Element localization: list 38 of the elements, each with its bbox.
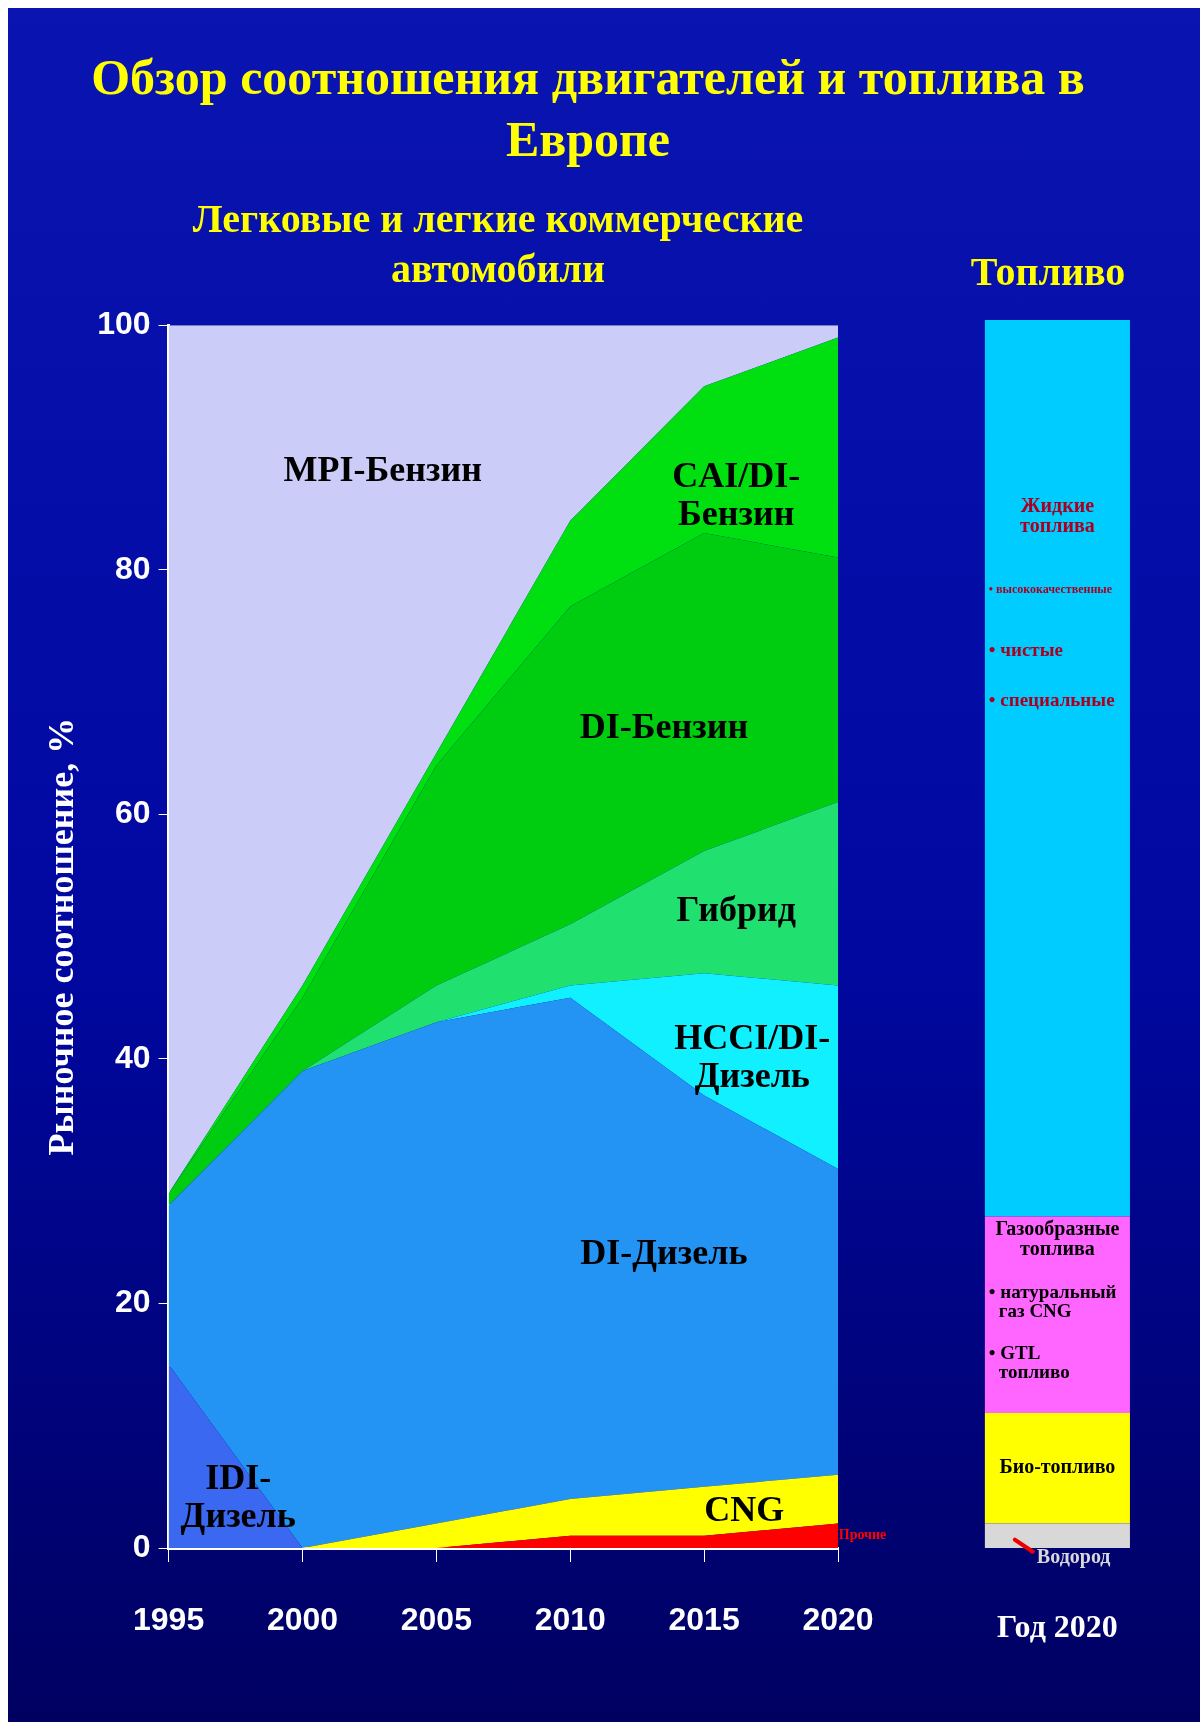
y-tick-label: 80 [115, 549, 151, 586]
series-label: IDI-Дизель [180, 1457, 296, 1536]
y-tick-label: 60 [115, 794, 151, 831]
x-tick-label: 2015 [668, 1601, 740, 1638]
x-tick-label: 2010 [534, 1601, 606, 1638]
bar [984, 1523, 1130, 1548]
series-label: Газообразные топлива [995, 1217, 1120, 1260]
annotation: • натуральный газ CNG [988, 1280, 1117, 1321]
y-tick-label: 20 [115, 1283, 151, 1320]
y-tick-label: 40 [115, 1038, 151, 1075]
series-label: MPI-Бензин [283, 449, 483, 490]
annotation: • чистые [988, 639, 1063, 661]
x-tick-label: Год 2020 [997, 1608, 1118, 1645]
series-label: CNG [704, 1488, 785, 1529]
series-label: Жидкие топлива [1020, 494, 1095, 537]
x-tick-label: 2000 [266, 1601, 339, 1638]
annotation: • GTL топливо [988, 1342, 1070, 1383]
chart-title: Обзор соотношения двигателей и топлива в Европе [90, 48, 1086, 169]
series-label: CAI/DI-Бензин [672, 454, 801, 533]
series-label: Водород [1036, 1544, 1111, 1568]
series-label: DI-Дизель [580, 1231, 748, 1272]
series-label: HCCI/DI-Дизель [674, 1017, 831, 1096]
x-tick-label: 2020 [802, 1601, 874, 1638]
y-axis-title: Рыночное соотношение, % [40, 717, 81, 1156]
chart-subtitle: Легковые и легкие коммерческие автомобили [191, 195, 805, 293]
series-label: DI-Бензин [579, 706, 749, 747]
chart-title: Топливо [969, 248, 1127, 295]
x-tick-label: 1995 [133, 1601, 205, 1638]
series-label: Прочие [838, 1527, 887, 1543]
annotation: • высококачественные [988, 582, 1113, 597]
annotation: • специальные [988, 688, 1115, 710]
y-tick-label: 100 [97, 305, 151, 342]
bar [984, 1412, 1130, 1524]
series-label: Био-топливо [999, 1455, 1116, 1478]
series-label: Гибрид [676, 889, 796, 930]
x-tick-label: 2005 [400, 1601, 472, 1638]
bar [984, 320, 1130, 1217]
y-tick-label: 0 [132, 1527, 151, 1564]
